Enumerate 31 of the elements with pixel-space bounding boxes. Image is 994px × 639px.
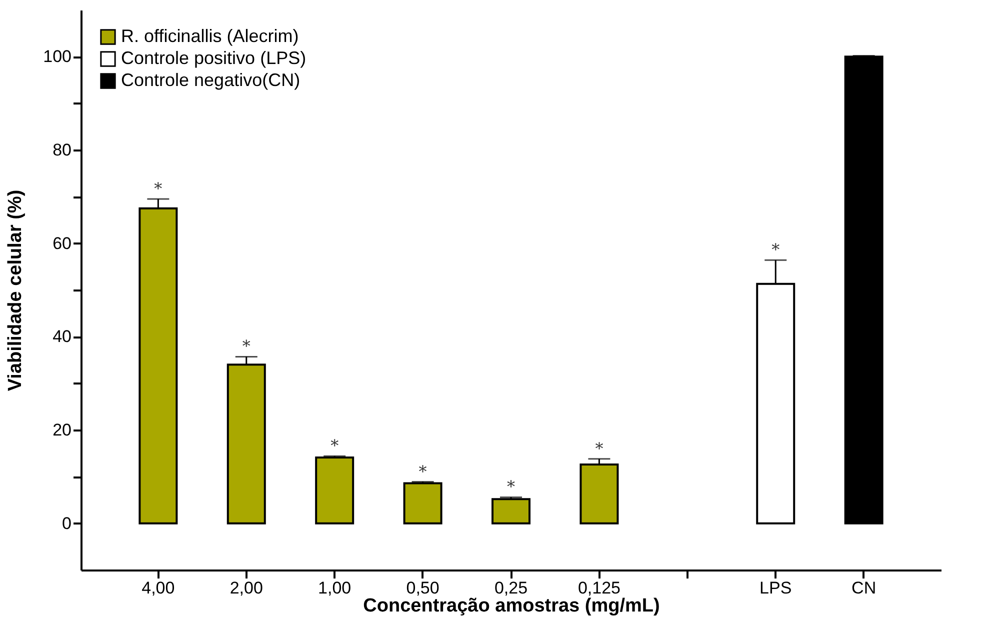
y-tick-label: 100	[43, 47, 72, 66]
legend-label: Controle positivo (LPS)	[121, 48, 306, 68]
bar	[492, 498, 530, 524]
legend-label: Controle negativo(CN)	[121, 70, 300, 90]
x-tick-label: 1,00	[318, 578, 352, 598]
annotation: *	[772, 240, 780, 260]
y-axis-title: Viabilidade celular (%)	[5, 190, 26, 392]
bar	[403, 482, 442, 524]
y-tick-label: 0	[62, 514, 72, 533]
annotation: *	[242, 336, 250, 356]
bar	[315, 456, 354, 524]
annotation: *	[330, 436, 339, 456]
x-tick-label: 0,25	[494, 578, 528, 598]
x-tick-label: 4,00	[142, 578, 175, 598]
legend-label: R. officinallis (Alecrim)	[121, 26, 299, 46]
x-tick-label: 0,50	[406, 578, 440, 598]
y-tick-label: 80	[52, 140, 72, 160]
bar	[580, 464, 619, 524]
annotation: *	[595, 438, 604, 458]
x-tick-label: LPS	[760, 578, 792, 598]
annotation: *	[418, 462, 427, 481]
y-tick-label: 20	[52, 420, 72, 440]
bar	[844, 56, 884, 524]
y-tick-label: 60	[52, 234, 72, 253]
x-tick-label: 0,125	[578, 578, 620, 598]
x-tick-label: CN	[852, 578, 876, 598]
annotation: *	[154, 179, 162, 198]
y-tick-label: 40	[52, 327, 72, 346]
x-tick-label: 2,00	[230, 578, 263, 598]
annotation: *	[507, 477, 515, 496]
x-axis-title: Concentração amostras (mg/mL)	[363, 596, 660, 616]
